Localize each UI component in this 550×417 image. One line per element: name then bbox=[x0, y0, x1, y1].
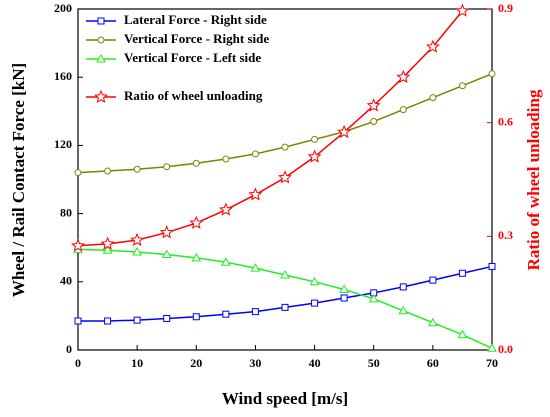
x-tick-label: 50 bbox=[368, 356, 380, 370]
series-line bbox=[77, 248, 493, 349]
data-point bbox=[339, 284, 350, 293]
x-tick-label: 60 bbox=[427, 356, 439, 370]
data-point bbox=[100, 236, 115, 250]
data-point bbox=[429, 94, 437, 102]
data-point bbox=[366, 98, 381, 112]
data-point bbox=[220, 257, 231, 266]
y2-tick-label: 0.6 bbox=[498, 114, 513, 128]
x-tick-label: 20 bbox=[190, 356, 202, 370]
data-point bbox=[189, 215, 204, 229]
data-point bbox=[222, 310, 230, 318]
data-point bbox=[133, 165, 141, 173]
data-point bbox=[455, 3, 470, 17]
y-tick-label: 200 bbox=[54, 1, 72, 15]
data-point bbox=[368, 293, 379, 303]
data-point bbox=[74, 317, 82, 325]
data-point bbox=[487, 343, 497, 352]
y2-tick-label: 0.0 bbox=[498, 342, 513, 356]
data-point bbox=[251, 150, 259, 158]
data-point bbox=[311, 135, 319, 143]
data-point bbox=[163, 163, 171, 171]
data-point bbox=[281, 303, 289, 311]
data-point bbox=[280, 269, 290, 279]
data-point bbox=[457, 329, 468, 339]
x-axis-title: Wind speed [m/s] bbox=[222, 389, 348, 408]
data-point bbox=[102, 245, 113, 254]
data-point bbox=[192, 159, 200, 167]
data-point bbox=[425, 39, 440, 53]
data-point bbox=[222, 155, 230, 163]
data-point bbox=[281, 143, 289, 151]
x-tick-label: 70 bbox=[486, 356, 498, 370]
data-point bbox=[133, 316, 141, 324]
x-tick-label: 10 bbox=[131, 356, 143, 370]
data-point bbox=[250, 263, 261, 272]
legend-marker bbox=[96, 53, 106, 63]
data-point bbox=[429, 276, 437, 284]
data-point bbox=[218, 202, 233, 216]
data-point bbox=[104, 167, 112, 175]
data-point bbox=[396, 69, 411, 84]
y2-axis-title: Ratio of wheel unloading bbox=[524, 89, 543, 270]
data-point bbox=[311, 299, 319, 307]
plot-frame bbox=[77, 8, 493, 351]
data-point bbox=[340, 294, 348, 302]
data-point bbox=[191, 252, 202, 262]
data-point bbox=[488, 70, 496, 78]
x-tick-label: 0 bbox=[75, 356, 81, 370]
data-point bbox=[307, 149, 322, 163]
data-point bbox=[370, 118, 378, 126]
data-point bbox=[161, 249, 172, 259]
data-point bbox=[399, 283, 407, 291]
y-axis-title: Wheel / Rail Contact Force [kN] bbox=[9, 63, 28, 297]
data-point bbox=[159, 225, 174, 239]
legend-marker bbox=[94, 89, 108, 103]
data-point bbox=[399, 106, 407, 114]
y-tick-label: 40 bbox=[60, 274, 72, 288]
data-point bbox=[309, 276, 320, 286]
data-point bbox=[163, 314, 171, 322]
data-point bbox=[488, 262, 496, 270]
data-point bbox=[104, 317, 112, 325]
data-point bbox=[427, 317, 438, 327]
y-tick-label: 80 bbox=[60, 205, 72, 219]
y-tick-label: 0 bbox=[66, 342, 72, 356]
legend-label: Lateral Force - Right side bbox=[124, 12, 267, 27]
y-tick-label: 120 bbox=[54, 137, 72, 151]
data-point bbox=[248, 187, 263, 201]
x-tick-label: 40 bbox=[309, 356, 321, 370]
data-point bbox=[337, 124, 352, 139]
data-point bbox=[130, 232, 145, 247]
legend-label: Vertical Force - Right side bbox=[124, 31, 269, 46]
data-point bbox=[458, 82, 466, 90]
data-point bbox=[278, 170, 292, 184]
y2-tick-label: 0.9 bbox=[498, 1, 513, 15]
series-line bbox=[77, 10, 464, 247]
data-point bbox=[132, 246, 143, 256]
legend-label: Ratio of wheel unloading bbox=[124, 88, 263, 103]
x-tick-label: 30 bbox=[249, 356, 261, 370]
y-tick-label: 160 bbox=[54, 69, 72, 83]
legend-marker bbox=[97, 17, 105, 25]
legend-marker bbox=[97, 36, 105, 44]
data-point bbox=[398, 305, 409, 315]
data-point bbox=[71, 238, 85, 252]
data-point bbox=[74, 169, 82, 177]
data-point bbox=[251, 308, 259, 316]
legend-label: Vertical Force - Left side bbox=[124, 50, 261, 65]
y2-tick-label: 0.3 bbox=[498, 228, 513, 242]
data-point bbox=[192, 313, 200, 321]
data-point bbox=[458, 269, 466, 277]
